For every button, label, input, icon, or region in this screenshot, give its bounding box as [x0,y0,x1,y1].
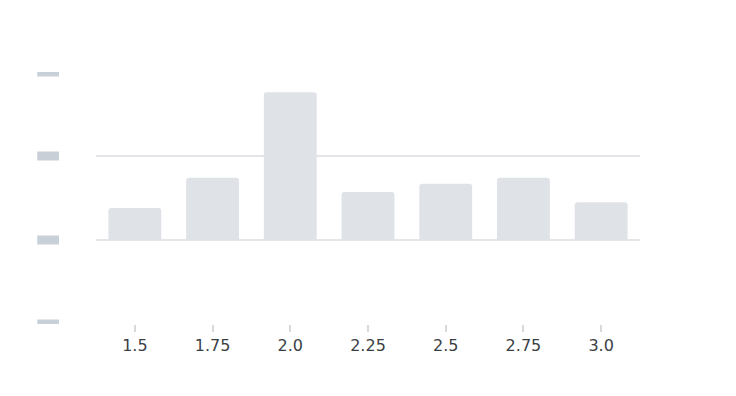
svg-text:2.75: 2.75 [506,336,542,355]
svg-text:1.5: 1.5 [122,336,147,355]
svg-text:1.75: 1.75 [195,336,231,355]
svg-text:2.5: 2.5 [433,336,458,355]
svg-text:2.25: 2.25 [350,336,386,355]
svg-text:2.0: 2.0 [278,336,303,355]
svg-text:3.0: 3.0 [588,336,613,355]
